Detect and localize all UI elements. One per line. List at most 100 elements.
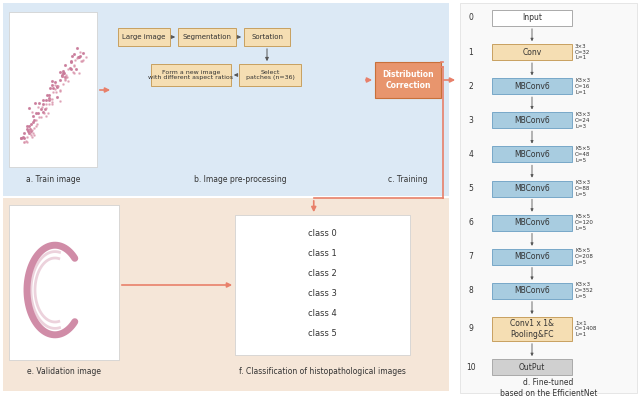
Point: [61, 74, 71, 80]
Point: [68, 62, 79, 68]
Text: f. Classification of histopathological images: f. Classification of histopathological i…: [239, 367, 406, 377]
Text: K5×5
C=208
L=5: K5×5 C=208 L=5: [575, 248, 594, 265]
Point: [78, 50, 88, 56]
Point: [72, 45, 82, 51]
Point: [55, 97, 65, 104]
FancyBboxPatch shape: [492, 283, 572, 299]
Point: [19, 139, 29, 145]
Point: [33, 104, 44, 110]
Point: [66, 58, 76, 64]
Point: [28, 118, 38, 125]
Text: a. Train image: a. Train image: [26, 175, 80, 185]
Text: MBConv6: MBConv6: [514, 218, 550, 227]
Point: [47, 101, 57, 107]
Point: [19, 139, 29, 145]
FancyBboxPatch shape: [239, 64, 301, 86]
Point: [65, 59, 76, 65]
Point: [31, 110, 41, 116]
Text: class 3: class 3: [308, 289, 337, 297]
FancyBboxPatch shape: [492, 112, 572, 128]
Point: [60, 75, 70, 82]
Text: 3: 3: [468, 116, 474, 125]
Point: [52, 84, 62, 90]
Text: OutPut: OutPut: [519, 362, 545, 371]
Point: [38, 110, 49, 116]
Text: class 4: class 4: [308, 308, 337, 318]
Point: [60, 76, 70, 83]
Point: [68, 69, 78, 75]
Point: [29, 124, 39, 131]
Text: 8: 8: [468, 286, 474, 295]
Point: [26, 127, 36, 133]
Point: [47, 82, 57, 88]
FancyBboxPatch shape: [460, 3, 637, 393]
Point: [41, 105, 51, 111]
FancyBboxPatch shape: [492, 317, 572, 341]
Point: [21, 138, 31, 144]
Point: [38, 101, 48, 107]
Text: Distribution
Correction: Distribution Correction: [382, 70, 434, 90]
Point: [70, 66, 81, 72]
Point: [33, 114, 44, 120]
Point: [60, 74, 70, 80]
Point: [52, 93, 62, 100]
Text: K3×3
C=16
L=1: K3×3 C=16 L=1: [575, 78, 590, 95]
Point: [77, 58, 87, 65]
Point: [24, 123, 34, 129]
Point: [28, 130, 38, 137]
FancyBboxPatch shape: [151, 64, 231, 86]
Point: [81, 54, 91, 60]
Point: [74, 70, 84, 76]
Point: [48, 89, 58, 95]
FancyBboxPatch shape: [3, 198, 449, 391]
Text: class 0: class 0: [308, 228, 337, 238]
Point: [22, 123, 33, 129]
Text: class 1: class 1: [308, 249, 337, 257]
Point: [26, 128, 36, 134]
Point: [44, 91, 54, 98]
Point: [42, 92, 52, 98]
FancyBboxPatch shape: [492, 215, 572, 230]
FancyBboxPatch shape: [375, 62, 441, 98]
FancyBboxPatch shape: [492, 10, 572, 26]
FancyBboxPatch shape: [492, 359, 572, 375]
Point: [78, 57, 88, 63]
Point: [36, 114, 46, 120]
Point: [27, 109, 37, 115]
Point: [69, 70, 79, 76]
Point: [19, 134, 29, 140]
Point: [33, 110, 44, 116]
FancyBboxPatch shape: [492, 78, 572, 94]
Text: 0: 0: [468, 13, 474, 23]
FancyBboxPatch shape: [178, 28, 236, 46]
Text: MBConv6: MBConv6: [514, 82, 550, 91]
Point: [58, 70, 68, 76]
Point: [31, 121, 42, 128]
Text: d. Fine-tuned
based on the EfficientNet: d. Fine-tuned based on the EfficientNet: [500, 378, 597, 396]
Point: [73, 54, 83, 60]
Point: [26, 131, 36, 138]
Text: Conv1 x 1&
Pooling&FC: Conv1 x 1& Pooling&FC: [510, 319, 554, 339]
Point: [17, 135, 27, 141]
Text: Sortation: Sortation: [251, 34, 283, 40]
Point: [38, 97, 48, 103]
Text: 9: 9: [468, 324, 474, 333]
Point: [55, 76, 65, 83]
Point: [27, 127, 37, 133]
FancyBboxPatch shape: [9, 205, 119, 360]
Point: [43, 109, 53, 116]
Point: [36, 106, 46, 112]
Point: [58, 80, 68, 87]
Text: 2: 2: [468, 82, 474, 91]
Point: [22, 139, 33, 145]
Point: [68, 63, 79, 69]
Text: e. Validation image: e. Validation image: [27, 367, 101, 377]
Text: class 2: class 2: [308, 268, 337, 278]
FancyBboxPatch shape: [235, 215, 410, 355]
Point: [45, 85, 56, 91]
Point: [26, 120, 36, 127]
Point: [50, 86, 60, 92]
Point: [58, 68, 68, 74]
Text: Large image: Large image: [122, 34, 166, 40]
Point: [61, 74, 72, 80]
